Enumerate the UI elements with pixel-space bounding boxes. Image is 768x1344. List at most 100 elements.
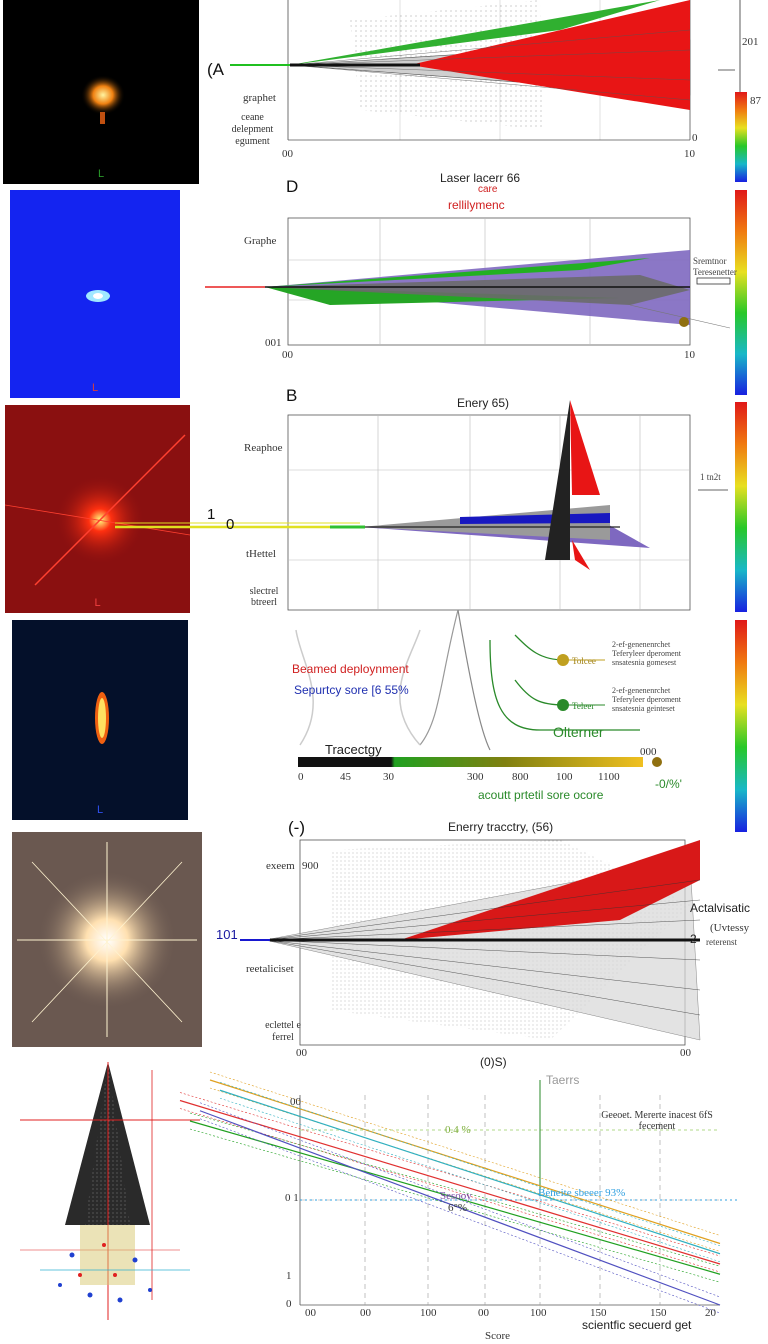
panel-4-red-wedge — [400, 840, 700, 940]
panel-1-ylabel-bottom: ceane delepment egument — [231, 112, 274, 147]
panel-5-xlabel: Score — [485, 1330, 511, 1342]
panel-2-side-note: Sremtnor Teresenetter — [693, 256, 737, 277]
blue-spot-glow — [86, 290, 110, 302]
colorbar-3 — [735, 402, 747, 612]
panel-5-xtick-4: 100 — [530, 1307, 547, 1319]
panel-4-label: (-) — [288, 818, 305, 837]
panel-3-ylabel-mid: tHettel — [246, 548, 276, 560]
panel-3-callout-0: 0 — [226, 516, 235, 533]
panel-5-ytick-0: 00 — [290, 1096, 301, 1108]
starburst-glow — [17, 842, 197, 1037]
bar-tick-4: 800 — [512, 771, 529, 783]
panel-4-ylabel-top: exeem — [266, 860, 295, 872]
panel-5-legend-title: Taerrs — [546, 1073, 580, 1087]
panel-1-green-wedge — [290, 0, 660, 65]
panel-1-red-wedge — [410, 0, 690, 110]
panel-4-right-sub: reterenst — [706, 937, 737, 947]
panel-5-series — [179, 1071, 721, 1314]
panel-2-xtick-right: 10 — [684, 349, 695, 361]
panel-1-label: (A — [207, 60, 224, 79]
panel-4-right-title: Actalvisatic — [690, 901, 751, 915]
panel-4-xtick-left: 00 — [296, 1047, 307, 1059]
panel-4-ylabel-bottom: eclettel e ferrel — [265, 1020, 301, 1043]
security-score-label: Sepurtcy sore [6 55% — [294, 683, 409, 697]
panel-5-top-note: Geeoet. Mererte inacest 6fS fecement — [601, 1110, 713, 1132]
panel-1-xtick-right: 10 — [684, 148, 695, 160]
panel-5-series-line — [179, 1099, 721, 1265]
panel-2-subtitle-2: rellilymenc — [448, 198, 505, 212]
panel-4-title: Enerry tracctry, (56) — [448, 820, 554, 834]
panel-5-mid-annot: Beneite sbeeer 93% — [538, 1187, 626, 1199]
panel-1-plot — [230, 0, 741, 141]
colorbar-2 — [735, 190, 747, 395]
colorbar-1-top: 201 — [742, 36, 759, 48]
thumbnail-explosion[interactable]: L — [3, 0, 199, 184]
panel-2-ylabel: Graphe — [244, 235, 277, 247]
panel-5-series-line — [199, 1110, 721, 1306]
panel-5-plot — [179, 1071, 740, 1314]
bar-caption: acoutt prtetil sore ocore — [478, 788, 604, 802]
panel-3-side-note: 1 tn2t — [700, 472, 721, 482]
trajectory-bar — [298, 757, 643, 767]
alternate-label: Olterner — [553, 724, 604, 740]
panel-5-xtick-3: 00 — [478, 1307, 489, 1319]
beamed-deployment-label: Beamed deploynment — [292, 662, 409, 676]
thumbnail-flame-column[interactable]: L — [12, 620, 188, 820]
flow-node-a — [557, 654, 569, 666]
panel-4-ylabel-mid: reetaliciset — [246, 963, 294, 975]
panel-5-xtick-0: 00 — [305, 1307, 316, 1319]
panel-4-right-num: 2 — [690, 932, 697, 946]
panel-4-right-note: (Uvtessy — [710, 922, 750, 934]
flow-note-a: 2-ef-genenenrchet Teferyleer dperoment s… — [612, 640, 681, 667]
panel-3-plot — [115, 400, 728, 611]
panel-4-ytick-top: 900 — [302, 860, 319, 872]
panel-5-xlabel-right: scientfic secuerd get — [582, 1318, 692, 1332]
panel-5-ytick-2: 1 — [286, 1270, 292, 1282]
thumbnail-red-burst[interactable]: L — [5, 405, 190, 613]
panel-5-series-line — [199, 1102, 721, 1298]
flow-note-b: 2-ef-genenenrchet Teferyleer dperoment s… — [612, 686, 681, 713]
thumbnail-caption: L — [91, 382, 99, 394]
bar-tick-5: 100 — [556, 771, 573, 783]
panel-5-pct-annot: 0.4 % — [445, 1124, 471, 1136]
panel-5-mid-annot-3: 6°% — [448, 1202, 468, 1214]
panel-2-xtick-left: 00 — [282, 349, 293, 361]
panel-1-ylabel-top: graphet — [243, 92, 276, 104]
panel-3-red-fin — [570, 400, 600, 495]
panel-4-xlabel: (0)S) — [480, 1055, 507, 1069]
panel-5-series-line — [219, 1089, 721, 1255]
explosion-glow — [81, 75, 125, 124]
trajectory-label: Tracectgy — [325, 742, 382, 757]
flame-column-glow — [95, 692, 109, 744]
panel-3-title: Enery 65) — [457, 396, 510, 410]
panel-5-series-line — [209, 1079, 721, 1245]
thumbnail-starburst[interactable] — [12, 832, 202, 1047]
flow-node-a-label: Tolcee — [572, 656, 596, 666]
panel-3-ylabel-top: Reaphoe — [244, 442, 283, 454]
panel-5-series-line — [199, 1118, 721, 1314]
colorbar-1 — [735, 92, 747, 182]
panel-4-xtick-right: 00 — [680, 1047, 691, 1059]
panel-5-cone — [20, 1062, 200, 1320]
flow-node-end — [652, 757, 662, 767]
bar-tick-3: 300 — [467, 771, 484, 783]
thumbnail-blue-spot[interactable]: L — [10, 190, 180, 398]
panel-5-xtick-5: 150 — [590, 1307, 607, 1319]
panel-2-subtitle-1: care — [478, 184, 498, 195]
panel-2-plot — [205, 217, 731, 346]
panel-3-label: B — [286, 386, 298, 405]
panel-5-series-line — [189, 1120, 721, 1275]
panel-2-title: Laser lacerr 66 — [440, 171, 521, 185]
panel-5-xtick-7: 20 — [705, 1307, 716, 1319]
panel-3-blue-bar — [460, 513, 610, 524]
panel-3-ylabel-bottom: slectrel btreerl — [249, 586, 279, 608]
panel-2-green-wedge — [265, 258, 650, 287]
panel-4-plot — [240, 839, 701, 1046]
panel-5-ytick-3: 0 — [286, 1298, 292, 1310]
bar-tick-6: 1100 — [598, 771, 620, 783]
panel-5-series-line — [209, 1071, 721, 1236]
panel-1-xtick-left: 00 — [282, 148, 293, 160]
panel-5-xtick-2: 100 — [420, 1307, 437, 1319]
panel-5-mid-annot-2: Sesooy — [440, 1190, 472, 1202]
